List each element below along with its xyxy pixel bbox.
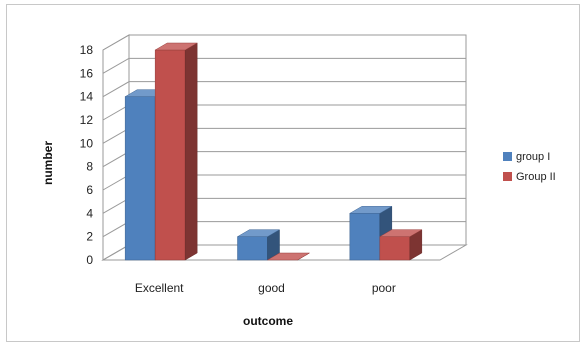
y-axis-label: number	[41, 141, 55, 185]
y-tick-label: 8	[86, 160, 93, 174]
y-tick-label: 12	[80, 113, 94, 127]
y-tick-labels: 0 2 4 6 8 10 12 14 16 18	[80, 43, 94, 267]
x-category-label: good	[258, 281, 285, 295]
y-tick-label: 2	[86, 230, 93, 244]
y-tick-label: 4	[86, 206, 93, 220]
bar-group-ii-excellent	[154, 42, 199, 261]
bar-group-i-good	[236, 229, 281, 261]
y-tick-label: 16	[80, 66, 94, 80]
y-tick-label: 14	[80, 90, 94, 104]
legend: group I Group II	[503, 151, 556, 183]
legend-label: group I	[516, 151, 550, 163]
y-tick-label: 0	[86, 253, 93, 267]
x-axis-label: outcome	[243, 314, 293, 328]
y-tick-label: 6	[86, 183, 93, 197]
legend-swatch	[503, 172, 512, 181]
bar-group-ii-poor	[378, 229, 423, 261]
y-tick-label: 10	[80, 136, 94, 150]
gridline	[102, 34, 466, 51]
legend-label: Group II	[516, 171, 556, 183]
x-category-label: poor	[372, 281, 396, 295]
x-category-labels: Excellent good poor	[135, 281, 396, 295]
y-tick-label: 18	[80, 43, 94, 57]
gridline	[102, 57, 466, 74]
gridline	[102, 81, 466, 98]
bars	[124, 42, 423, 261]
bar-group-ii-good	[266, 252, 311, 261]
x-category-label: Excellent	[135, 281, 184, 295]
legend-swatch	[503, 152, 512, 161]
